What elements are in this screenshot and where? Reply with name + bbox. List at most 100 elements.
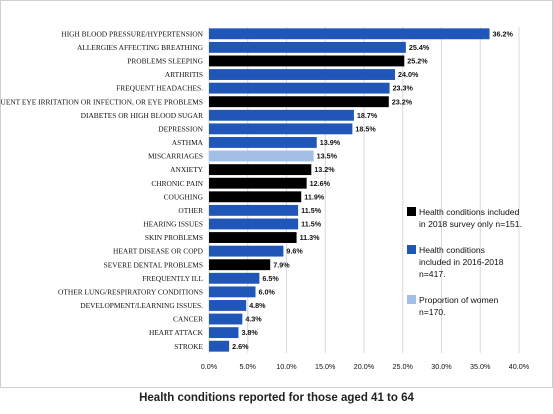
category-label: SKIN PROBLEMS (145, 233, 203, 242)
value-label: 11.5% (301, 220, 322, 229)
chart-caption: Health conditions reported for those age… (139, 392, 414, 404)
category-label: HEARING ISSUES (143, 220, 203, 229)
bar (209, 123, 353, 135)
value-label: 18.5% (355, 124, 376, 133)
category-label: FREQUENT EYE IRRITATION OR INFECTION, OR… (1, 97, 203, 106)
value-label: 23.2% (392, 97, 413, 106)
category-label: SEVERE DENTAL PROBLEMS (104, 260, 203, 269)
value-label: 13.9% (320, 138, 341, 147)
bar (209, 82, 390, 94)
legend-label: Proportion of women (419, 295, 499, 305)
bar (209, 340, 230, 352)
value-label: 24.0% (398, 70, 419, 79)
bar (209, 109, 354, 121)
category-label: FREQUENT HEADACHES. (116, 84, 203, 93)
value-label: 7.9% (273, 260, 290, 269)
value-label: 36.2% (493, 29, 514, 38)
category-label: ASTHMA (172, 138, 204, 147)
bar (209, 177, 307, 189)
value-label: 13.5% (317, 152, 338, 161)
legend-swatch (407, 207, 416, 216)
bar (209, 191, 302, 203)
category-label: HEART DISEASE OR COPD (113, 247, 204, 256)
bar (209, 137, 317, 148)
category-label: HEART ATTACK (149, 328, 204, 337)
legend: Health conditions included in 2018 survey… (407, 207, 522, 317)
value-label: 11.9% (304, 192, 325, 201)
bar (209, 69, 395, 80)
value-label: 11.5% (301, 206, 322, 215)
category-label: ANXIETY (170, 165, 204, 174)
category-label: MISCARRIAGES (148, 152, 203, 161)
value-label: 4.3% (245, 315, 262, 324)
value-label: 12.6% (310, 179, 331, 188)
chart-panel: HIGH BLOOD PRESSURE/HYPERTENSION ALLERGIE… (0, 0, 553, 388)
value-label: 18.7% (357, 111, 378, 120)
legend-swatch (407, 295, 416, 304)
category-label: HIGH BLOOD PRESSURE/HYPERTENSION (61, 29, 203, 38)
x-tick-label: 30.0% (431, 362, 452, 371)
value-label: 25.4% (409, 43, 430, 52)
bars (209, 28, 490, 352)
bar (209, 41, 406, 53)
value-label: 13.2% (314, 165, 335, 174)
value-label: 23.3% (393, 84, 414, 93)
x-tick-label: 15.0% (315, 362, 336, 371)
value-label: 11.3% (300, 233, 321, 242)
category-label: DEPRESSION (158, 124, 203, 133)
bar (209, 232, 297, 243)
bar (209, 28, 490, 40)
value-labels: 36.2% 25.4% 25.2% 24.0% 23.3% 23.2% 18.7% 18.5%… (232, 29, 513, 350)
bar (209, 96, 389, 108)
legend-swatch (407, 245, 416, 254)
category-label: PROBLEMS SLEEPING (127, 57, 203, 66)
category-label: OTHER (178, 206, 203, 215)
bar (209, 327, 239, 339)
category-label: CANCER (173, 315, 203, 324)
category-label: OTHER LUNG/RESPIRATORY CONDITIONS (58, 287, 203, 296)
category-label: COUGHING (164, 192, 204, 201)
bar (209, 218, 299, 230)
bar (209, 286, 256, 298)
bar (209, 272, 260, 284)
value-label: 6.5% (262, 274, 279, 283)
bar (209, 259, 271, 271)
category-label: DEVELOPMENT/LEARNING ISSUES. (80, 301, 203, 310)
bar (209, 300, 247, 311)
x-tick-label: 35.0% (470, 362, 491, 371)
legend-label: in 2018 survey only n=151. (419, 219, 522, 229)
category-labels: HIGH BLOOD PRESSURE/HYPERTENSION ALLERGIE… (1, 29, 204, 350)
x-tick-label: 40.0% (509, 362, 530, 371)
value-label: 25.2% (407, 57, 428, 66)
value-label: 4.8% (249, 301, 266, 310)
bar (209, 150, 314, 162)
bar (209, 204, 299, 216)
category-label: ALLERGIES AFFECTING BREATHING (77, 43, 204, 52)
x-tick-label: 10.0% (276, 362, 297, 371)
category-label: CHRONIC PAIN (151, 179, 203, 188)
category-label: STROKE (174, 342, 203, 351)
category-label: FREQUENTLY ILL (142, 274, 203, 283)
value-label: 6.0% (259, 287, 276, 296)
category-label: ARTHRITIS (165, 70, 203, 79)
value-label: 9.6% (286, 247, 303, 256)
x-axis-ticks: 0.0% 5.0% 10.0% 15.0% 20.0% 25.0% 30.0% 35.0% 40… (201, 362, 530, 371)
legend-label: Health conditions included (419, 207, 520, 217)
value-label: 2.6% (232, 342, 249, 351)
bar-chart: HIGH BLOOD PRESSURE/HYPERTENSION ALLERGIE… (1, 27, 530, 371)
bar (209, 245, 284, 257)
x-tick-label: 0.0% (201, 362, 218, 371)
bar (209, 55, 405, 67)
x-tick-label: 25.0% (393, 362, 414, 371)
category-label: DIABETES OR HIGH BLOOD SUGAR (81, 111, 203, 120)
legend-label: n=417. (419, 269, 446, 279)
x-tick-label: 5.0% (240, 362, 257, 371)
gridlines (208, 27, 520, 353)
legend-label: included in 2016-2018 (419, 257, 504, 267)
legend-label: Health conditions (419, 245, 485, 255)
bar (209, 313, 243, 325)
x-tick-label: 20.0% (354, 362, 375, 371)
value-label: 3.8% (241, 328, 258, 337)
legend-label: n=170. (419, 307, 446, 317)
bar (209, 164, 312, 176)
